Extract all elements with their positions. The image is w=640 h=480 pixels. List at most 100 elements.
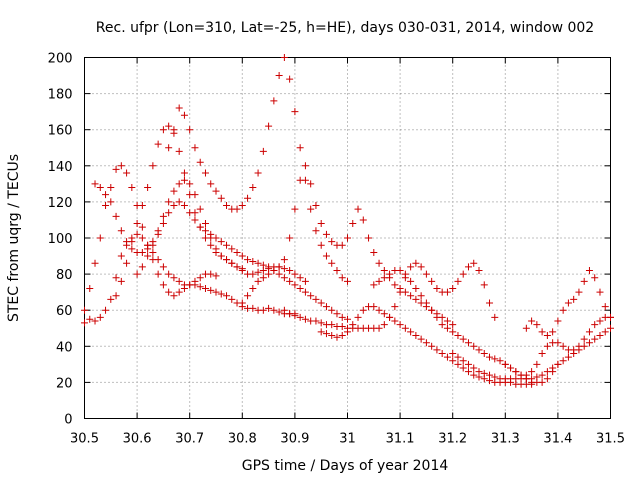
data-point	[186, 126, 194, 134]
data-point	[280, 274, 288, 282]
data-point	[533, 373, 541, 381]
data-point	[433, 346, 441, 354]
data-point	[270, 306, 278, 314]
data-point	[180, 111, 188, 119]
data-point	[207, 286, 215, 294]
data-point	[102, 202, 110, 210]
data-point	[543, 375, 551, 383]
data-point	[296, 285, 304, 293]
data-point	[286, 75, 294, 83]
y-tick-label: 60	[56, 304, 73, 319]
data-point	[180, 169, 188, 177]
data-point	[470, 371, 478, 379]
data-point	[391, 303, 399, 311]
data-point	[433, 313, 441, 321]
data-point	[138, 234, 146, 242]
data-point	[233, 248, 241, 256]
data-point	[138, 263, 146, 271]
data-point	[338, 241, 346, 249]
data-point	[144, 245, 152, 253]
data-point	[559, 306, 567, 314]
data-point	[564, 299, 572, 307]
data-point	[238, 299, 246, 307]
data-point	[359, 306, 367, 314]
data-point	[380, 310, 388, 318]
data-point	[81, 319, 88, 327]
data-point	[201, 220, 209, 228]
data-point	[585, 266, 593, 274]
data-point	[159, 281, 167, 289]
y-tick-label: 140	[48, 160, 73, 175]
data-point	[223, 256, 231, 264]
data-point	[165, 122, 173, 130]
data-point	[396, 288, 404, 296]
data-point	[438, 350, 446, 358]
data-point	[443, 288, 451, 296]
data-point	[607, 324, 614, 332]
data-point	[344, 234, 351, 242]
data-point	[380, 274, 388, 282]
data-point	[401, 270, 409, 278]
data-point	[407, 263, 415, 271]
data-point	[591, 321, 599, 329]
data-point	[291, 281, 299, 289]
data-point	[596, 317, 604, 325]
data-point	[170, 292, 178, 300]
y-tick-label: 40	[56, 340, 73, 355]
data-point	[375, 306, 383, 314]
y-tick-labels: 0 20 40 60 80 100 120 140 160 180 200	[48, 52, 73, 428]
data-point	[386, 313, 394, 321]
data-point	[159, 212, 167, 220]
data-point	[301, 162, 309, 170]
data-point	[486, 371, 494, 379]
data-point	[522, 324, 530, 332]
data-point	[149, 248, 157, 256]
data-points	[81, 54, 614, 388]
data-point	[533, 321, 541, 329]
data-point	[112, 292, 120, 300]
data-point	[254, 169, 262, 177]
data-point	[186, 209, 194, 217]
data-point	[259, 274, 267, 282]
data-point	[370, 248, 378, 256]
data-point	[559, 342, 567, 350]
data-point	[354, 313, 362, 321]
data-point	[238, 202, 246, 210]
data-point	[201, 234, 209, 242]
data-point	[607, 313, 614, 321]
data-point	[175, 288, 183, 296]
data-point	[591, 274, 599, 282]
data-point	[443, 324, 451, 332]
data-point	[191, 144, 199, 152]
data-point	[454, 331, 462, 339]
data-point	[328, 321, 336, 329]
data-point	[407, 292, 415, 300]
data-point	[322, 230, 330, 238]
x-tick-label: 31.1	[386, 432, 415, 447]
data-point	[265, 304, 273, 312]
data-point	[291, 312, 299, 320]
data-point	[265, 263, 273, 271]
data-point	[328, 331, 336, 339]
data-point	[464, 360, 472, 368]
data-point	[528, 375, 536, 383]
data-point	[344, 315, 351, 323]
data-point	[449, 357, 457, 365]
x-tick-label: 30.9	[280, 432, 309, 447]
data-point	[149, 162, 157, 170]
data-point	[91, 180, 99, 188]
data-point	[475, 346, 483, 354]
data-point	[470, 364, 478, 372]
data-point	[338, 322, 346, 330]
data-point	[249, 285, 257, 293]
data-point	[480, 281, 488, 289]
data-point	[549, 328, 557, 336]
data-point	[291, 270, 299, 278]
data-point	[228, 295, 236, 303]
data-point	[280, 265, 288, 273]
data-point	[296, 144, 304, 152]
data-point	[286, 310, 294, 318]
data-point	[422, 339, 430, 347]
data-point	[338, 331, 346, 339]
data-point	[180, 176, 188, 184]
